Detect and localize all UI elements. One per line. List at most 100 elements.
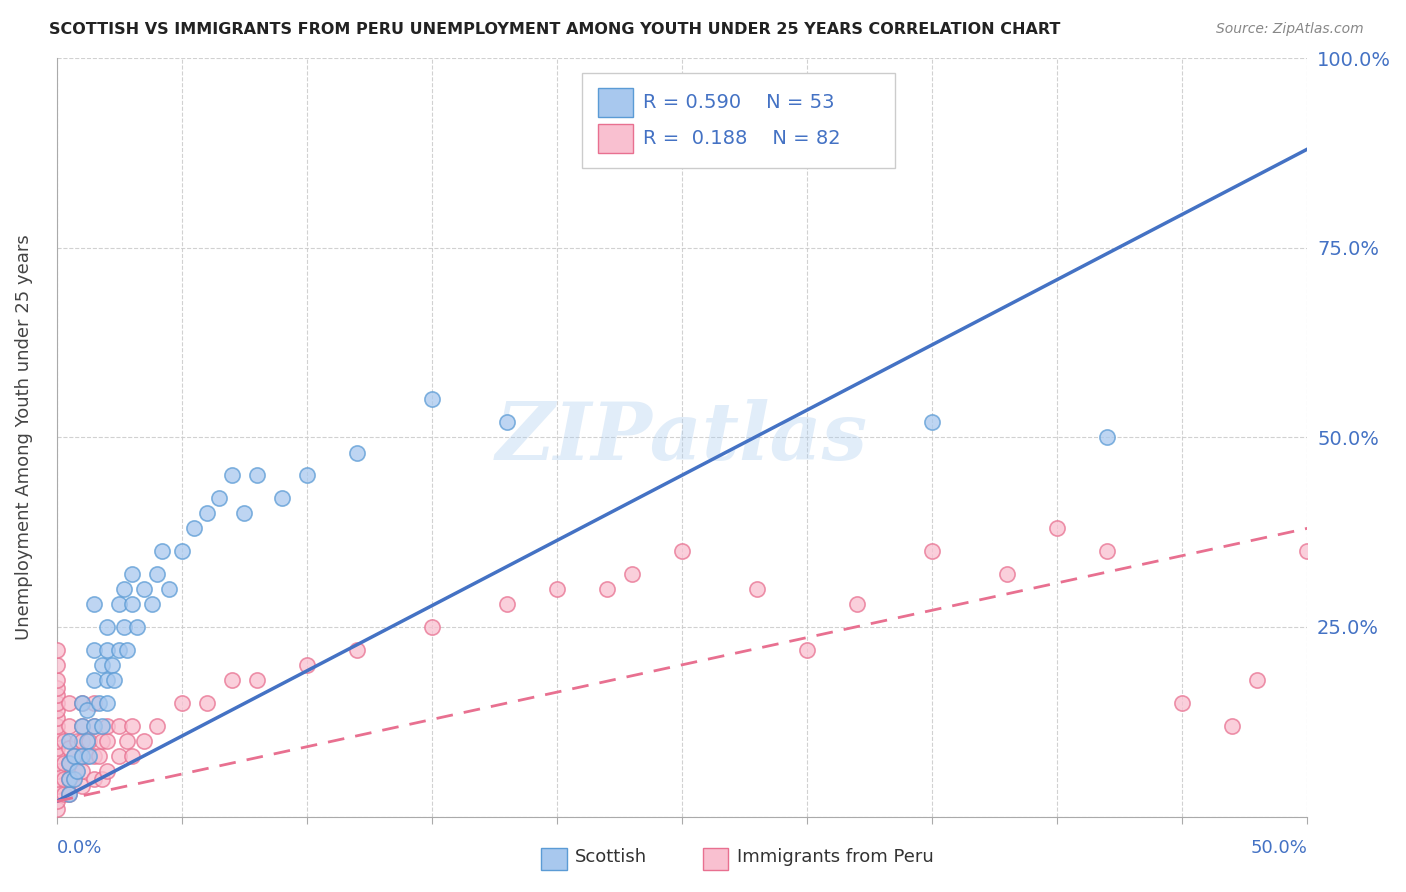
Point — [108, 642, 131, 657]
Point — [70, 733, 93, 747]
Point — [45, 794, 67, 808]
Point — [1296, 544, 1319, 558]
Point — [58, 718, 80, 732]
Point — [115, 733, 138, 747]
Point — [45, 696, 67, 710]
Point — [58, 756, 80, 771]
Point — [53, 756, 76, 771]
Point — [58, 772, 80, 786]
Point — [45, 733, 67, 747]
FancyBboxPatch shape — [598, 87, 633, 117]
Point — [420, 392, 443, 407]
Point — [145, 718, 167, 732]
FancyBboxPatch shape — [598, 124, 633, 153]
Point — [96, 642, 118, 657]
Point — [134, 733, 156, 747]
Point — [1046, 521, 1069, 535]
Point — [671, 544, 693, 558]
Point — [70, 718, 93, 732]
Point — [796, 642, 818, 657]
Point — [112, 620, 135, 634]
Point — [745, 582, 768, 596]
Point — [141, 597, 163, 611]
Point — [195, 506, 218, 520]
Point — [96, 733, 118, 747]
Point — [246, 468, 269, 483]
Point — [121, 597, 143, 611]
Point — [70, 696, 93, 710]
Point — [108, 748, 131, 763]
Point — [77, 733, 100, 747]
Point — [195, 696, 218, 710]
Point — [89, 748, 111, 763]
Point — [921, 415, 943, 429]
Point — [76, 733, 98, 747]
Text: R =  0.188    N = 82: R = 0.188 N = 82 — [643, 129, 841, 148]
Point — [76, 703, 98, 717]
Point — [58, 696, 80, 710]
Point — [63, 748, 86, 763]
Point — [45, 642, 67, 657]
Point — [83, 718, 105, 732]
Point — [221, 468, 243, 483]
Point — [77, 748, 100, 763]
Point — [1095, 430, 1118, 444]
Point — [83, 748, 105, 763]
Point — [53, 787, 76, 801]
Point — [63, 772, 86, 786]
Point — [90, 772, 112, 786]
FancyBboxPatch shape — [582, 73, 894, 168]
Point — [233, 506, 256, 520]
Point — [45, 741, 67, 756]
Point — [150, 544, 173, 558]
Point — [70, 779, 93, 793]
Point — [70, 748, 93, 763]
Point — [58, 756, 80, 771]
Point — [170, 544, 193, 558]
Point — [45, 681, 67, 695]
Text: Source: ZipAtlas.com: Source: ZipAtlas.com — [1216, 22, 1364, 37]
Point — [121, 566, 143, 581]
Point — [295, 657, 318, 672]
Point — [70, 696, 93, 710]
Point — [96, 673, 118, 687]
Point — [58, 787, 80, 801]
Text: R = 0.590    N = 53: R = 0.590 N = 53 — [643, 93, 835, 112]
Point — [495, 415, 517, 429]
Text: SCOTTISH VS IMMIGRANTS FROM PERU UNEMPLOYMENT AMONG YOUTH UNDER 25 YEARS CORRELA: SCOTTISH VS IMMIGRANTS FROM PERU UNEMPLO… — [49, 22, 1060, 37]
Text: 50.0%: 50.0% — [1250, 838, 1308, 856]
Point — [45, 726, 67, 740]
Point — [96, 620, 118, 634]
Point — [70, 748, 93, 763]
Y-axis label: Unemployment Among Youth under 25 years: Unemployment Among Youth under 25 years — [15, 235, 32, 640]
Point — [183, 521, 205, 535]
Point — [145, 566, 167, 581]
Point — [53, 733, 76, 747]
Point — [63, 748, 86, 763]
Point — [1220, 718, 1243, 732]
Point — [157, 582, 180, 596]
Point — [270, 491, 292, 505]
Point — [295, 468, 318, 483]
Point — [83, 696, 105, 710]
Point — [121, 718, 143, 732]
Point — [45, 779, 67, 793]
Text: Scottish: Scottish — [575, 847, 647, 865]
Point — [221, 673, 243, 687]
Point — [620, 566, 643, 581]
Point — [96, 718, 118, 732]
Point — [346, 445, 368, 459]
Point — [846, 597, 869, 611]
Point — [346, 642, 368, 657]
Point — [90, 718, 112, 732]
Point — [45, 787, 67, 801]
Point — [53, 772, 76, 786]
Point — [134, 582, 156, 596]
Point — [1095, 544, 1118, 558]
Point — [45, 657, 67, 672]
Text: 0.0%: 0.0% — [56, 838, 103, 856]
Point — [125, 620, 148, 634]
Point — [90, 733, 112, 747]
Text: ZIPatlas: ZIPatlas — [496, 399, 868, 476]
Text: Immigrants from Peru: Immigrants from Peru — [737, 847, 934, 865]
